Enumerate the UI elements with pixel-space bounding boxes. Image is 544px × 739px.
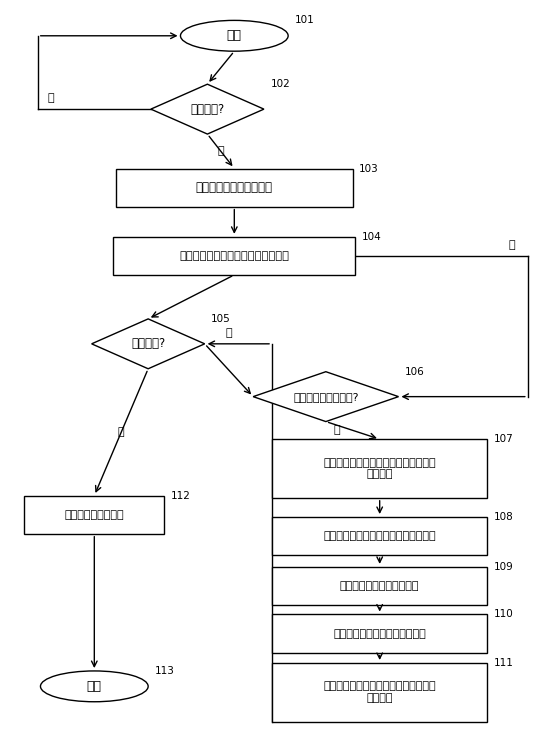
Text: 构建伪文件的数据索引结构: 构建伪文件的数据索引结构 bbox=[340, 581, 419, 591]
Text: 将伪文件的数据索引插入到目标文件的
数据索引: 将伪文件的数据索引插入到目标文件的 数据索引 bbox=[323, 681, 436, 703]
FancyBboxPatch shape bbox=[24, 496, 164, 534]
Text: 删除该进程的伪文件: 删除该进程的伪文件 bbox=[65, 510, 124, 520]
Text: 是: 是 bbox=[333, 426, 340, 435]
Text: 否: 否 bbox=[226, 328, 232, 338]
Ellipse shape bbox=[40, 671, 148, 702]
Text: 创建进程?: 创建进程? bbox=[190, 103, 225, 115]
FancyBboxPatch shape bbox=[272, 439, 487, 498]
Text: 内存文件系统给伪文件分配空闲物理页: 内存文件系统给伪文件分配空闲物理页 bbox=[323, 531, 436, 541]
Text: 101: 101 bbox=[295, 16, 314, 25]
Text: 是: 是 bbox=[218, 146, 224, 157]
Text: 105: 105 bbox=[211, 314, 231, 324]
Text: 否: 否 bbox=[508, 240, 515, 250]
Text: 103: 103 bbox=[359, 163, 379, 174]
Text: 开始: 开始 bbox=[227, 30, 242, 42]
FancyBboxPatch shape bbox=[272, 614, 487, 653]
Text: 106: 106 bbox=[405, 367, 425, 377]
FancyBboxPatch shape bbox=[114, 236, 355, 275]
Text: 结束进程?: 结束进程? bbox=[131, 337, 165, 350]
Polygon shape bbox=[253, 372, 399, 421]
Text: 110: 110 bbox=[494, 610, 514, 619]
Polygon shape bbox=[91, 319, 205, 369]
FancyBboxPatch shape bbox=[272, 663, 487, 721]
Text: 进程发出写文件请求?: 进程发出写文件请求? bbox=[293, 392, 358, 401]
Polygon shape bbox=[151, 84, 264, 134]
Text: 109: 109 bbox=[494, 562, 514, 572]
Text: 获取更新数据量，计算所需空闲物理页
面的数量: 获取更新数据量，计算所需空闲物理页 面的数量 bbox=[323, 457, 436, 480]
FancyBboxPatch shape bbox=[272, 517, 487, 555]
FancyBboxPatch shape bbox=[272, 567, 487, 605]
Text: 把新数据一次性全部写入伪文件: 把新数据一次性全部写入伪文件 bbox=[333, 629, 426, 638]
Text: 112: 112 bbox=[171, 491, 190, 500]
Ellipse shape bbox=[181, 21, 288, 51]
Text: 否: 否 bbox=[48, 93, 54, 103]
Text: 113: 113 bbox=[154, 666, 175, 676]
Text: 为该进程创建一个伪文件: 为该进程创建一个伪文件 bbox=[196, 181, 273, 194]
Text: 111: 111 bbox=[494, 658, 514, 668]
Text: 是: 是 bbox=[118, 427, 125, 437]
Text: 107: 107 bbox=[494, 435, 514, 444]
Text: 108: 108 bbox=[494, 512, 514, 522]
Text: 102: 102 bbox=[270, 79, 290, 89]
Text: 104: 104 bbox=[362, 232, 381, 242]
Text: 在内核虚拟地址空间中打开该伪文件: 在内核虚拟地址空间中打开该伪文件 bbox=[180, 251, 289, 261]
FancyBboxPatch shape bbox=[116, 168, 353, 207]
Text: 结束: 结束 bbox=[87, 680, 102, 693]
